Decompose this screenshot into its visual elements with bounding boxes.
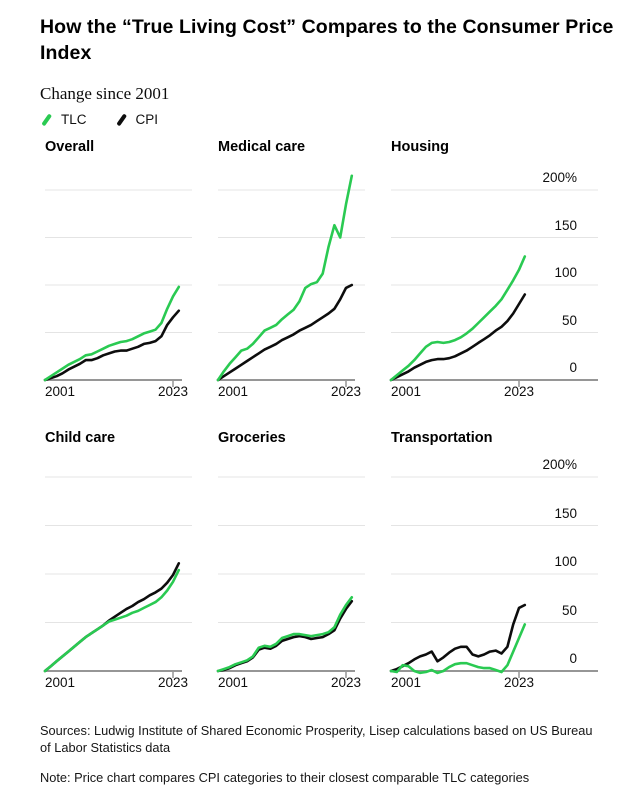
page-title: How the “True Living Cost” Compares to t… [40,16,614,64]
y-axis-label: 0 [569,651,577,666]
y-axis-label: 50 [561,312,577,328]
legend-item-tlc: TLC [40,112,87,127]
y-axis-label: 100 [554,554,577,569]
y-axis-label: 100 [554,265,577,280]
x-axis-label-end: 2023 [503,384,535,399]
panel-chart-child-care [43,476,192,678]
panel-title-overall: Overall [45,139,95,155]
x-axis-label-end: 2023 [157,675,189,690]
tlc-line [43,285,181,382]
note-text: Note: Price chart compares CPI categorie… [40,770,530,785]
legend-label-cpi: CPI [135,112,159,127]
tlc-line [389,255,527,382]
panel-title-child-care: Child care [45,430,116,446]
legend-item-cpi: CPI [115,112,159,127]
chart-legend: TLC CPI [40,112,158,127]
x-axis-label-start: 2001 [45,675,76,690]
panel-chart-transportation [389,476,598,678]
panel-chart-medical-care [216,174,365,387]
y-axis-label: 150 [554,217,577,233]
panel-title-medical-care: Medical care [218,139,306,155]
x-axis-label-end: 2023 [330,675,362,690]
chart-footer: Sources: Ludwig Institute of Shared Econ… [40,722,602,786]
x-axis-label-start: 2001 [45,384,76,399]
cpi-line-swatch-icon [115,113,127,126]
tlc-line-swatch-icon [41,113,52,126]
x-axis-label-start: 2001 [218,675,249,690]
tlc-line [216,596,354,673]
x-axis-label-start: 2001 [391,384,422,399]
panel-chart-overall [43,189,192,387]
y-axis-label: 0 [569,360,577,375]
chart-subtitle: Change since 2001 [40,84,170,103]
panel-chart-housing [389,189,598,387]
x-axis-label-end: 2023 [503,675,535,690]
panel-title-transportation: Transportation [391,430,493,446]
x-axis-label-end: 2023 [157,384,189,399]
x-axis-label-start: 2001 [391,675,422,690]
y-axis-label: 50 [561,602,577,618]
tlc-line [43,568,181,673]
cpi-line [43,309,181,382]
cpi-line [389,293,527,382]
y-axis-label: 200% [542,170,577,185]
cpi-line [389,603,527,673]
tlc-line [389,623,527,675]
panel-title-groceries: Groceries [218,430,286,446]
sources-text: Sources: Ludwig Institute of Shared Econ… [40,723,593,755]
y-axis-label: 200% [542,457,577,472]
x-axis-label-end: 2023 [330,384,362,399]
tlc-line [216,174,354,382]
panel-title-housing: Housing [391,139,449,155]
cpi-line [216,283,354,382]
legend-label-tlc: TLC [61,112,87,127]
x-axis-label-start: 2001 [218,384,249,399]
y-axis-label: 150 [554,505,577,521]
panel-chart-groceries [216,476,365,678]
